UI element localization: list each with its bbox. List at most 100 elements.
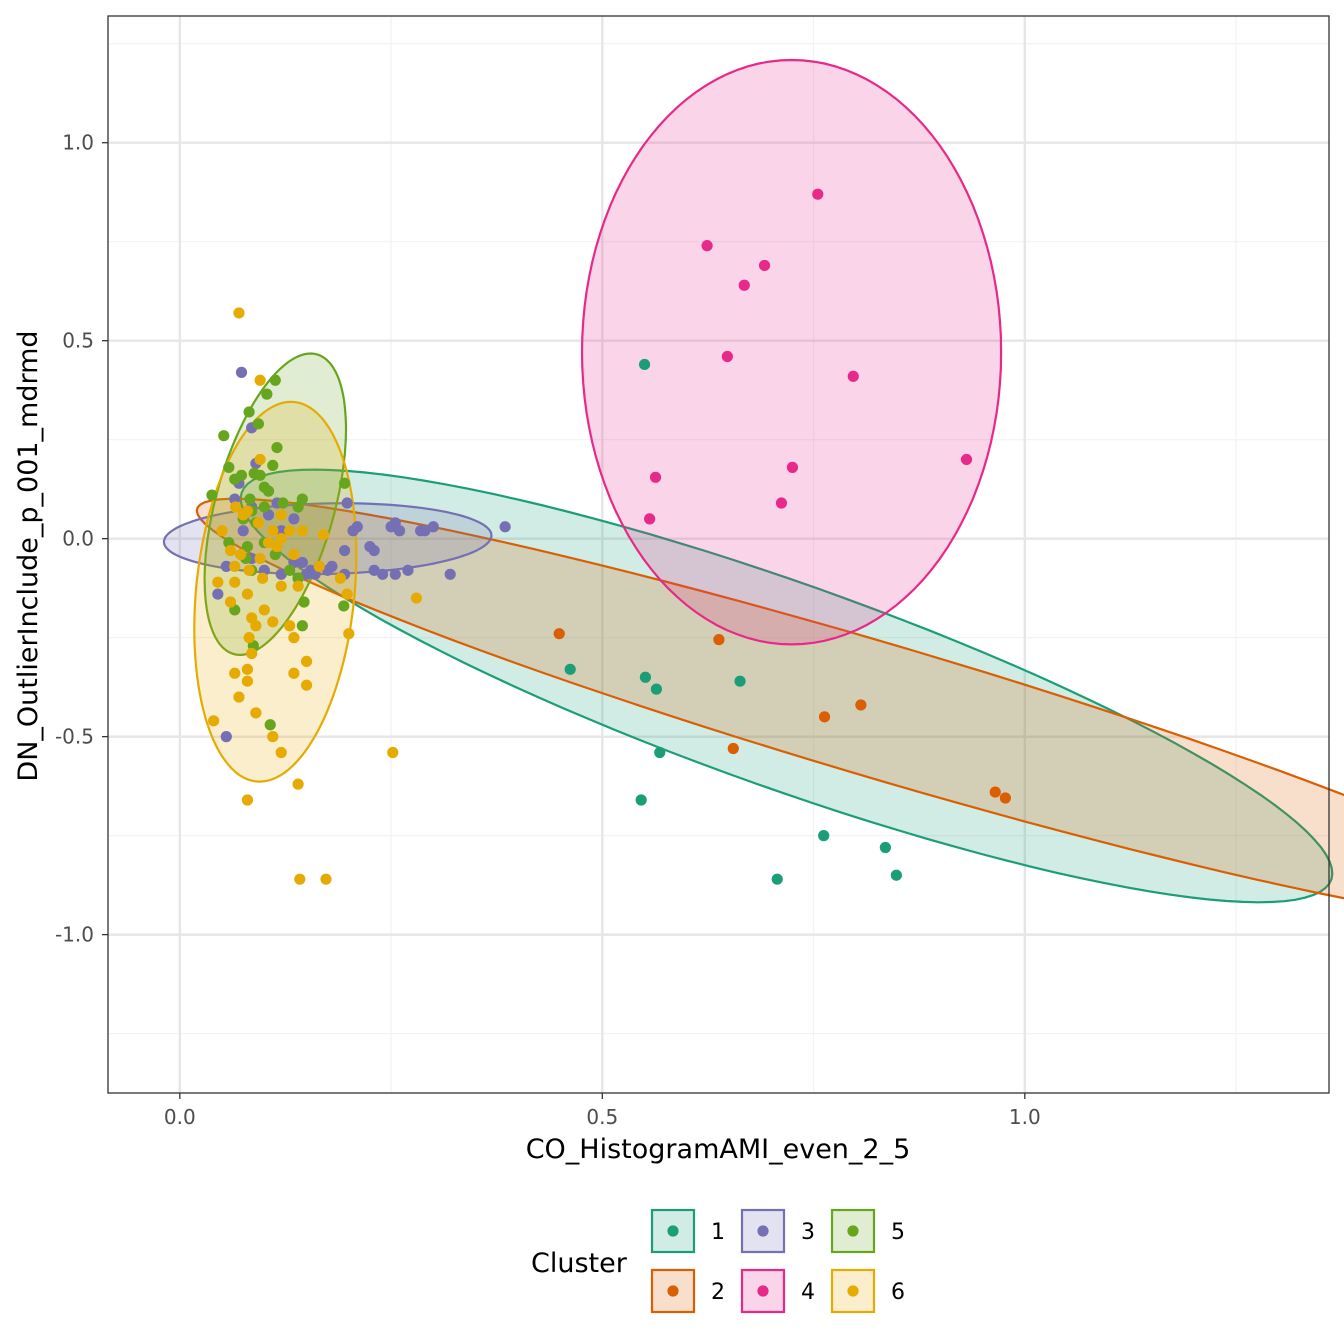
cluster-6-point (300, 679, 313, 691)
legend-key-3: 3 (740, 1208, 815, 1254)
legend-label: 3 (801, 1220, 815, 1245)
cluster-6-point (275, 509, 287, 521)
cluster-5-point (298, 596, 310, 608)
legend-title: Cluster (531, 1248, 628, 1279)
legend-point (757, 1225, 769, 1237)
y-tick-label: -0.5 (55, 725, 94, 749)
cluster-3-point (275, 568, 287, 580)
cluster-5-point (262, 485, 275, 497)
y-tick-label: 0.0 (62, 527, 94, 551)
grid-lines (108, 16, 1329, 1093)
cluster-2-point (855, 699, 867, 711)
cluster-6-point (410, 592, 423, 604)
cluster-3-point (212, 588, 224, 600)
cluster-3-point (351, 521, 363, 533)
cluster-5-point (264, 719, 276, 731)
legend: Cluster 1 2 3 4 5 6 (531, 1208, 905, 1314)
cluster-1-point (734, 675, 746, 687)
legend-keys: 1 2 3 4 5 6 (650, 1208, 905, 1314)
cluster-6-point (229, 667, 241, 679)
cluster-5-point (277, 497, 289, 509)
cluster-2-point (553, 628, 565, 640)
cluster-6-point (292, 778, 304, 790)
cluster-2-point (727, 742, 739, 755)
cluster-6-point (275, 746, 287, 759)
cluster-5-point (229, 473, 241, 485)
cluster-6-point (320, 873, 332, 885)
cluster-6-point (284, 525, 296, 537)
cluster-5-point (218, 430, 230, 442)
cluster-6-point (267, 525, 279, 537)
cluster-3-point (341, 497, 353, 509)
cluster-3-point (389, 568, 401, 580)
cluster-3-point (275, 525, 287, 537)
cluster-3-point (220, 731, 232, 743)
cluster-1-point (818, 830, 830, 842)
cluster-4-point (721, 350, 733, 363)
cluster-3-point (499, 521, 511, 533)
legend-label: 5 (891, 1220, 905, 1245)
cluster-6-point (243, 632, 255, 644)
cluster-5-point (338, 477, 351, 489)
cluster-3-point (296, 556, 308, 569)
legend-label: 1 (711, 1220, 725, 1245)
cluster-4-point (701, 240, 713, 252)
cluster-4-point (738, 279, 750, 291)
legend-label: 2 (711, 1280, 725, 1305)
cluster-6-point (229, 576, 241, 588)
cluster-1-point (650, 683, 662, 695)
cluster-1-point (771, 873, 783, 885)
cluster-4-point (786, 461, 799, 473)
cluster-6-point (250, 620, 262, 632)
cluster-3-point (300, 568, 313, 580)
cluster-6-point (252, 517, 265, 529)
cluster-5-point (223, 461, 235, 473)
cluster-5-point (258, 501, 270, 513)
cluster-4-point (812, 188, 824, 200)
cluster-6-point (292, 580, 304, 592)
cluster-1-point (639, 671, 652, 683)
cluster-6-point (334, 572, 346, 584)
cluster-6-point (300, 655, 313, 668)
legend-point (757, 1285, 769, 1297)
legend-key-1: 1 (650, 1208, 725, 1254)
data-points (206, 188, 1011, 885)
cluster-3-point (220, 560, 232, 572)
cluster-6-point (317, 529, 330, 541)
cluster-6-point (246, 647, 258, 660)
cluster-6-point (212, 576, 224, 588)
cluster-6-point (313, 560, 325, 572)
cluster-3-point (393, 525, 406, 537)
cluster-1-point (635, 794, 647, 806)
cluster-6-point (294, 873, 306, 885)
x-axis-ticks: 0.0 0.5 1.0 (164, 1093, 1041, 1129)
cluster-5-point (271, 441, 283, 454)
cluster-6-point (288, 548, 300, 561)
cluster-6-point (241, 663, 254, 675)
legend-key-4: 4 (740, 1268, 815, 1314)
cluster-6-point (243, 564, 255, 576)
y-tick-label: 1.0 (62, 131, 94, 155)
cluster-4-point (644, 513, 656, 525)
legend-point (667, 1225, 679, 1237)
cluster-6-point (254, 374, 266, 386)
cluster-4-point (758, 259, 771, 272)
cluster-5-point (254, 469, 266, 481)
cluster-6-point (229, 501, 242, 513)
cluster-1-point (879, 841, 891, 854)
cluster-3-point (235, 366, 248, 378)
y-axis-ticks: -1.0 -0.5 0.0 0.5 1.0 (55, 131, 108, 947)
legend-key-2: 2 (650, 1268, 725, 1314)
cluster-1-point (638, 358, 651, 371)
legend-label: 6 (891, 1280, 905, 1305)
y-tick-label: 0.5 (62, 329, 94, 353)
cluster-6-point (271, 540, 283, 553)
y-tick-label: -1.0 (55, 923, 94, 947)
legend-key-5: 5 (830, 1208, 905, 1254)
cluster-6-point (216, 525, 228, 537)
cluster-5-point (241, 540, 254, 553)
cluster-3-point (427, 521, 439, 533)
legend-label: 4 (801, 1280, 815, 1305)
cluster-2-ellipse (195, 497, 1344, 900)
